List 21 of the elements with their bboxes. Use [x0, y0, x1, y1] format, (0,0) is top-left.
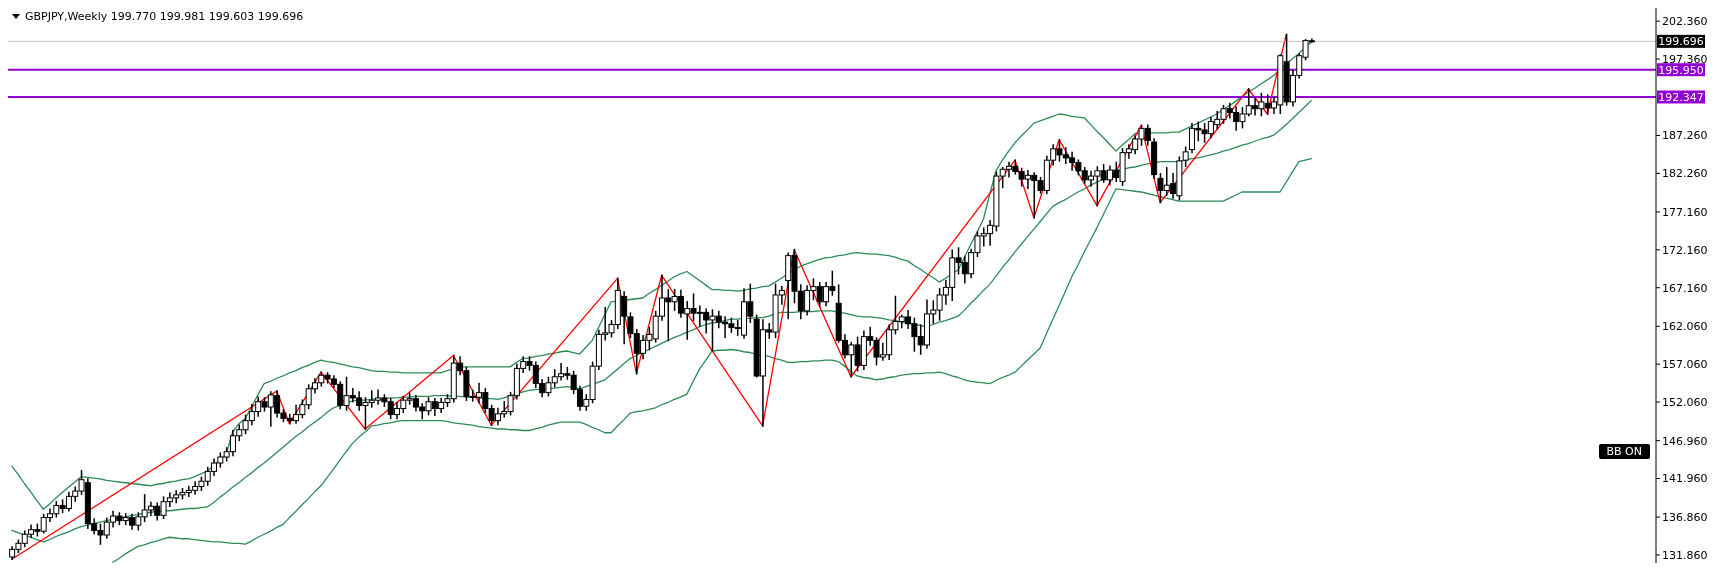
chart-title: GBPJPY,Weekly 199.770 199.981 199.603 199.696: [25, 10, 304, 23]
y-tick-label: 152.060: [1662, 395, 1708, 409]
y-tick-label: 187.260: [1662, 129, 1708, 143]
y-tick-label: 162.060: [1662, 320, 1708, 334]
text: BB ON: [1598, 444, 1650, 459]
y-tick-label: 136.860: [1662, 511, 1708, 525]
line-series: [11, 99, 1313, 543]
y-tick-label: 131.860: [1662, 548, 1708, 562]
y-tick-label: 202.360: [1662, 15, 1708, 29]
y-tick-label: 197.360: [1662, 52, 1708, 66]
y-tick-label: 141.960: [1662, 472, 1708, 486]
line-series: [112, 158, 1313, 563]
y-tick-label: 167.160: [1662, 281, 1708, 295]
y-tick-label: 172.160: [1662, 243, 1708, 257]
ref-line-label: 195.950: [1658, 63, 1704, 77]
ref-line-label: 192.347: [1658, 90, 1704, 104]
ref-line-label: 199.696: [1658, 35, 1704, 49]
y-tick-label: 146.960: [1662, 434, 1708, 448]
y-tick-label: 182.260: [1662, 167, 1708, 181]
y-tick-label: 157.060: [1662, 358, 1708, 372]
y-tick-label: 177.160: [1662, 205, 1708, 219]
